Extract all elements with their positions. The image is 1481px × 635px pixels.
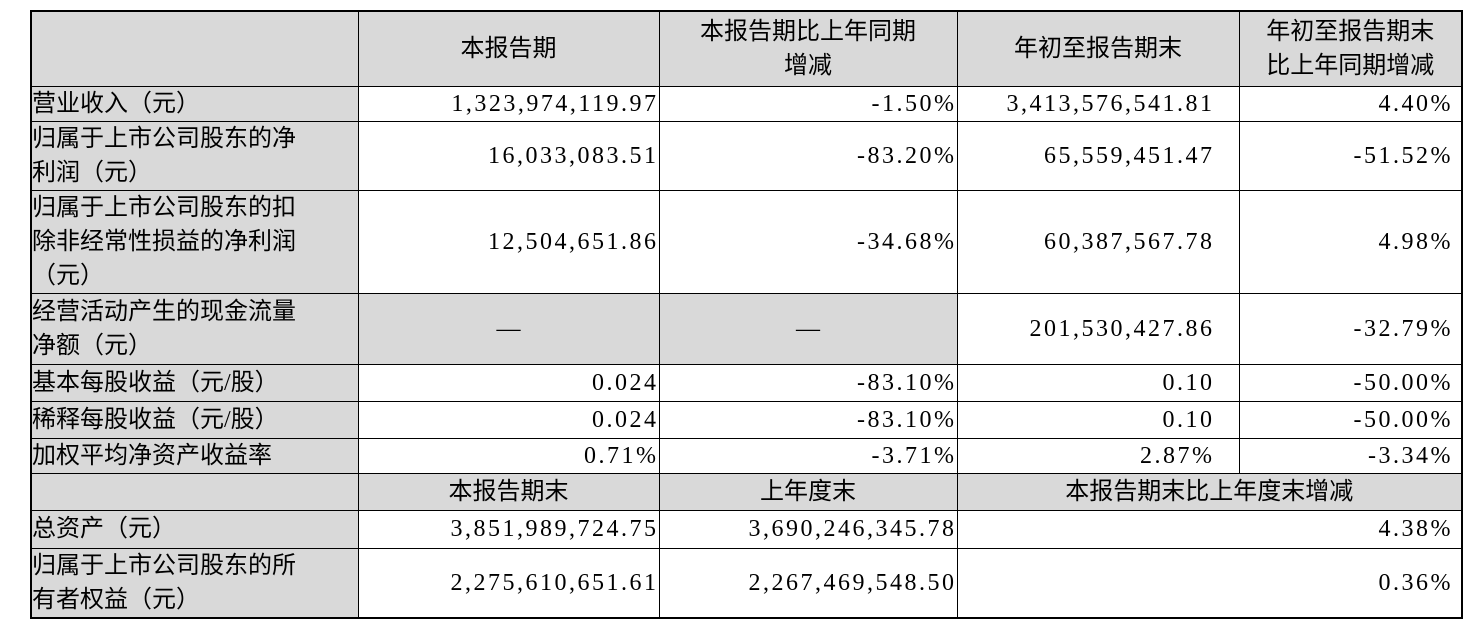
row-label: 稀释每股收益（元/股） <box>30 400 359 439</box>
value-cell: 0.10 <box>956 400 1240 439</box>
header-current-period: 本报告期 <box>357 10 660 87</box>
value-cell: 65,559,451.47 <box>956 120 1240 191</box>
corner-cell <box>30 472 359 511</box>
header-period-end-change: 本报告期末比上年度末增减 <box>956 472 1463 511</box>
mid-header-row: 本报告期末 上年度末 本报告期末比上年度末增减 <box>30 472 1463 511</box>
value-cell: 3,851,989,724.75 <box>357 509 660 549</box>
value-cell: 12,504,651.86 <box>357 189 660 294</box>
value-cell: -32.79% <box>1238 292 1463 365</box>
value-cell: 1,323,974,119.97 <box>357 85 660 122</box>
table-row-net-profit: 归属于上市公司股东的净 利润（元） 16,033,083.51 -83.20% … <box>30 120 1463 191</box>
header-prior-year-end: 上年度末 <box>658 472 958 511</box>
empty-dash-cell: — <box>658 292 958 365</box>
row-label: 总资产（元） <box>30 509 359 549</box>
row-label: 归属于上市公司股东的净 利润（元） <box>30 120 359 191</box>
table-row-operating-cash-flow: 经营活动产生的现金流量 净额（元） — — 201,530,427.86 -32… <box>30 292 1463 365</box>
header-ytd-yoy: 年初至报告期末 比上年同期增减 <box>1238 10 1463 87</box>
value-cell: 0.36% <box>956 547 1463 619</box>
row-label: 基本每股收益（元/股） <box>30 363 359 402</box>
table-row-basic-eps: 基本每股收益（元/股） 0.024 -83.10% 0.10 -50.00% <box>30 363 1463 402</box>
value-cell: 0.024 <box>357 363 660 402</box>
value-cell: 60,387,567.78 <box>956 189 1240 294</box>
value-cell: -34.68% <box>658 189 958 294</box>
value-cell: 4.38% <box>956 509 1463 549</box>
value-cell: -3.71% <box>658 437 958 474</box>
value-cell: 0.024 <box>357 400 660 439</box>
value-cell: 2,275,610,651.61 <box>357 547 660 619</box>
value-cell: 4.40% <box>1238 85 1463 122</box>
value-cell: -83.10% <box>658 363 958 402</box>
row-label: 营业收入（元） <box>30 85 359 122</box>
row-label: 归属于上市公司股东的所 有者权益（元） <box>30 547 359 619</box>
row-label: 经营活动产生的现金流量 净额（元） <box>30 292 359 365</box>
value-cell: 2.87% <box>956 437 1240 474</box>
table-row-net-profit-excl-nonrecurring: 归属于上市公司股东的扣 除非经常性损益的净利润 （元） 12,504,651.8… <box>30 189 1463 294</box>
value-cell: -50.00% <box>1238 363 1463 402</box>
table-row-operating-revenue: 营业收入（元） 1,323,974,119.97 -1.50% 3,413,57… <box>30 85 1463 122</box>
value-cell: 16,033,083.51 <box>357 120 660 191</box>
row-label: 加权平均净资产收益率 <box>30 437 359 474</box>
value-cell: 3,413,576,541.81 <box>956 85 1240 122</box>
financial-summary-table: 本报告期 本报告期比上年同期 增减 年初至报告期末 年初至报告期末 比上年同期增… <box>30 10 1463 619</box>
header-ytd: 年初至报告期末 <box>956 10 1240 87</box>
table-row-weighted-avg-roe: 加权平均净资产收益率 0.71% -3.71% 2.87% -3.34% <box>30 437 1463 474</box>
table-row-diluted-eps: 稀释每股收益（元/股） 0.024 -83.10% 0.10 -50.00% <box>30 400 1463 439</box>
value-cell: -51.52% <box>1238 120 1463 191</box>
table-row-total-assets: 总资产（元） 3,851,989,724.75 3,690,246,345.78… <box>30 509 1463 549</box>
value-cell: -1.50% <box>658 85 958 122</box>
value-cell: 201,530,427.86 <box>956 292 1240 365</box>
top-header-row: 本报告期 本报告期比上年同期 增减 年初至报告期末 年初至报告期末 比上年同期增… <box>30 10 1463 87</box>
value-cell: 0.71% <box>357 437 660 474</box>
header-current-period-yoy: 本报告期比上年同期 增减 <box>658 10 958 87</box>
value-cell: -3.34% <box>1238 437 1463 474</box>
value-cell: 4.98% <box>1238 189 1463 294</box>
value-cell: -83.10% <box>658 400 958 439</box>
header-period-end: 本报告期末 <box>357 472 660 511</box>
value-cell: 0.10 <box>956 363 1240 402</box>
empty-dash-cell: — <box>357 292 660 365</box>
row-label: 归属于上市公司股东的扣 除非经常性损益的净利润 （元） <box>30 189 359 294</box>
corner-cell <box>30 10 359 87</box>
value-cell: -50.00% <box>1238 400 1463 439</box>
table-row-owners-equity: 归属于上市公司股东的所 有者权益（元） 2,275,610,651.61 2,2… <box>30 547 1463 619</box>
value-cell: -83.20% <box>658 120 958 191</box>
value-cell: 2,267,469,548.50 <box>658 547 958 619</box>
value-cell: 3,690,246,345.78 <box>658 509 958 549</box>
